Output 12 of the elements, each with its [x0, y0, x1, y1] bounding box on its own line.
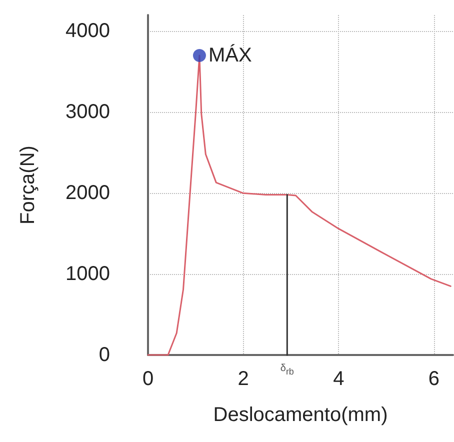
x-axis-title: Deslocamento(mm) [213, 404, 388, 426]
x-tick-label: 6 [428, 368, 440, 390]
x-tick-label: 4 [333, 368, 344, 390]
y-tick-label: 4000 [66, 20, 110, 42]
y-tick-label: 1000 [66, 263, 110, 286]
x-tick-label: 2 [238, 368, 249, 390]
y-tick-label: 2000 [66, 182, 110, 204]
y-axis-title: Força(N) [17, 146, 39, 224]
y-tick-label: 3000 [66, 101, 110, 124]
x-tick-label: 0 [142, 368, 154, 390]
y-tick-label: 0 [98, 344, 110, 366]
annotation: MÁX [208, 43, 252, 66]
